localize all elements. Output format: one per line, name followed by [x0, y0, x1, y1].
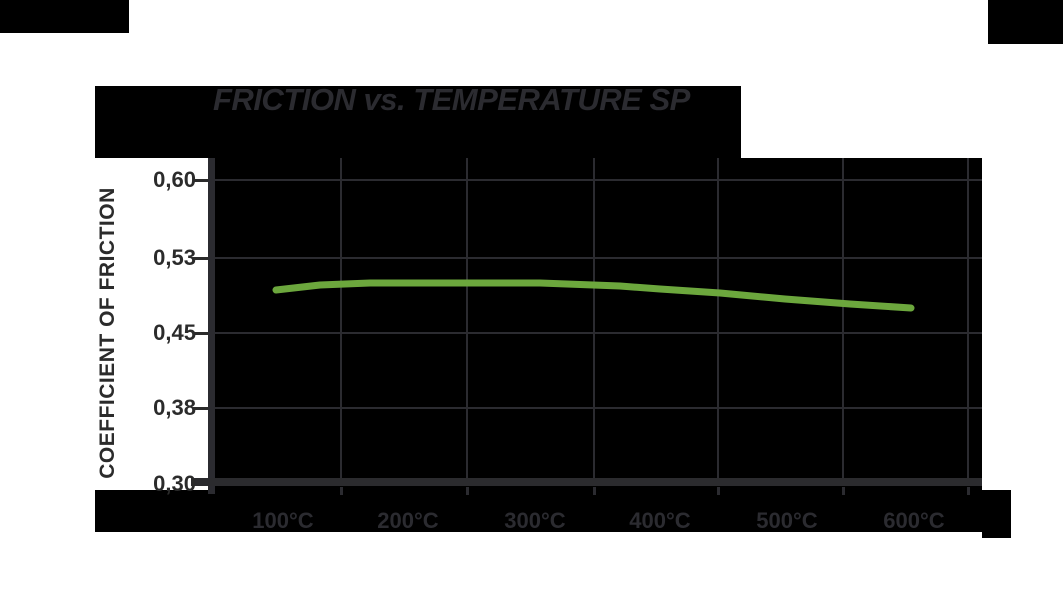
- title-band-block: [95, 86, 741, 158]
- v-gridline: [593, 158, 595, 486]
- y-axis-line: [208, 158, 215, 494]
- y-tick: [193, 332, 208, 335]
- y-tick: [193, 257, 208, 260]
- y-tick: [193, 407, 208, 410]
- v-gridline: [466, 158, 468, 486]
- bottom-label-band-block: [95, 490, 982, 532]
- x-tick: [967, 487, 970, 495]
- black-patch-bottom-right: [982, 490, 1011, 538]
- y-tick-label: 0,30: [153, 471, 196, 496]
- x-tick-label: 100°C: [252, 508, 314, 533]
- v-gridline: [340, 158, 342, 486]
- x-tick-label: 500°C: [756, 508, 818, 533]
- x-tick: [340, 487, 343, 495]
- y-tick-label: 0,38: [153, 395, 196, 420]
- plot-area-block: [208, 158, 982, 490]
- v-gridline: [842, 158, 844, 486]
- x-tick: [842, 487, 845, 495]
- y-tick-label: 0,45: [153, 320, 196, 345]
- y-tick: [193, 179, 208, 182]
- black-patch-top-right: [988, 0, 1063, 44]
- v-gridline: [967, 158, 969, 486]
- y-axis-title: COEFFICIENT OF FRICTION: [96, 187, 119, 479]
- h-gridline: [215, 407, 982, 409]
- x-tick-label: 400°C: [629, 508, 691, 533]
- h-gridline: [215, 257, 982, 259]
- x-tick: [717, 487, 720, 495]
- x-axis-line: [191, 478, 982, 486]
- h-gridline: [215, 332, 982, 334]
- x-tick-label: 600°C: [883, 508, 945, 533]
- black-patch-top-left: [0, 0, 129, 33]
- x-tick: [466, 487, 469, 495]
- v-gridline: [717, 158, 719, 486]
- y-tick-label: 0,53: [153, 245, 196, 270]
- h-gridline: [215, 179, 982, 181]
- x-tick-label: 200°C: [377, 508, 439, 533]
- x-tick-label: 300°C: [504, 508, 566, 533]
- y-tick-label: 0,60: [153, 167, 196, 192]
- x-tick: [593, 487, 596, 495]
- chart-title: FRICTION vs. TEMPERATURE SP: [213, 82, 690, 117]
